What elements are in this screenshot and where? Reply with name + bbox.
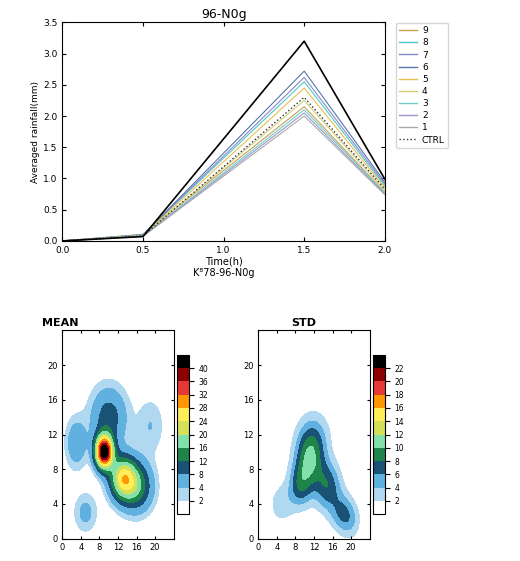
Text: STD: STD <box>292 318 317 328</box>
Y-axis label: Averaged rainfall(mm): Averaged rainfall(mm) <box>31 81 41 183</box>
Title: 96-N0g: 96-N0g <box>201 8 246 21</box>
X-axis label: Time(h)
K⁸78-96-N0g: Time(h) K⁸78-96-N0g <box>193 256 254 278</box>
Legend: 9, 8, 7, 6, 5, 4, 3, 2, 1, CTRL: 9, 8, 7, 6, 5, 4, 3, 2, 1, CTRL <box>396 22 448 148</box>
Text: MEAN: MEAN <box>42 318 79 328</box>
